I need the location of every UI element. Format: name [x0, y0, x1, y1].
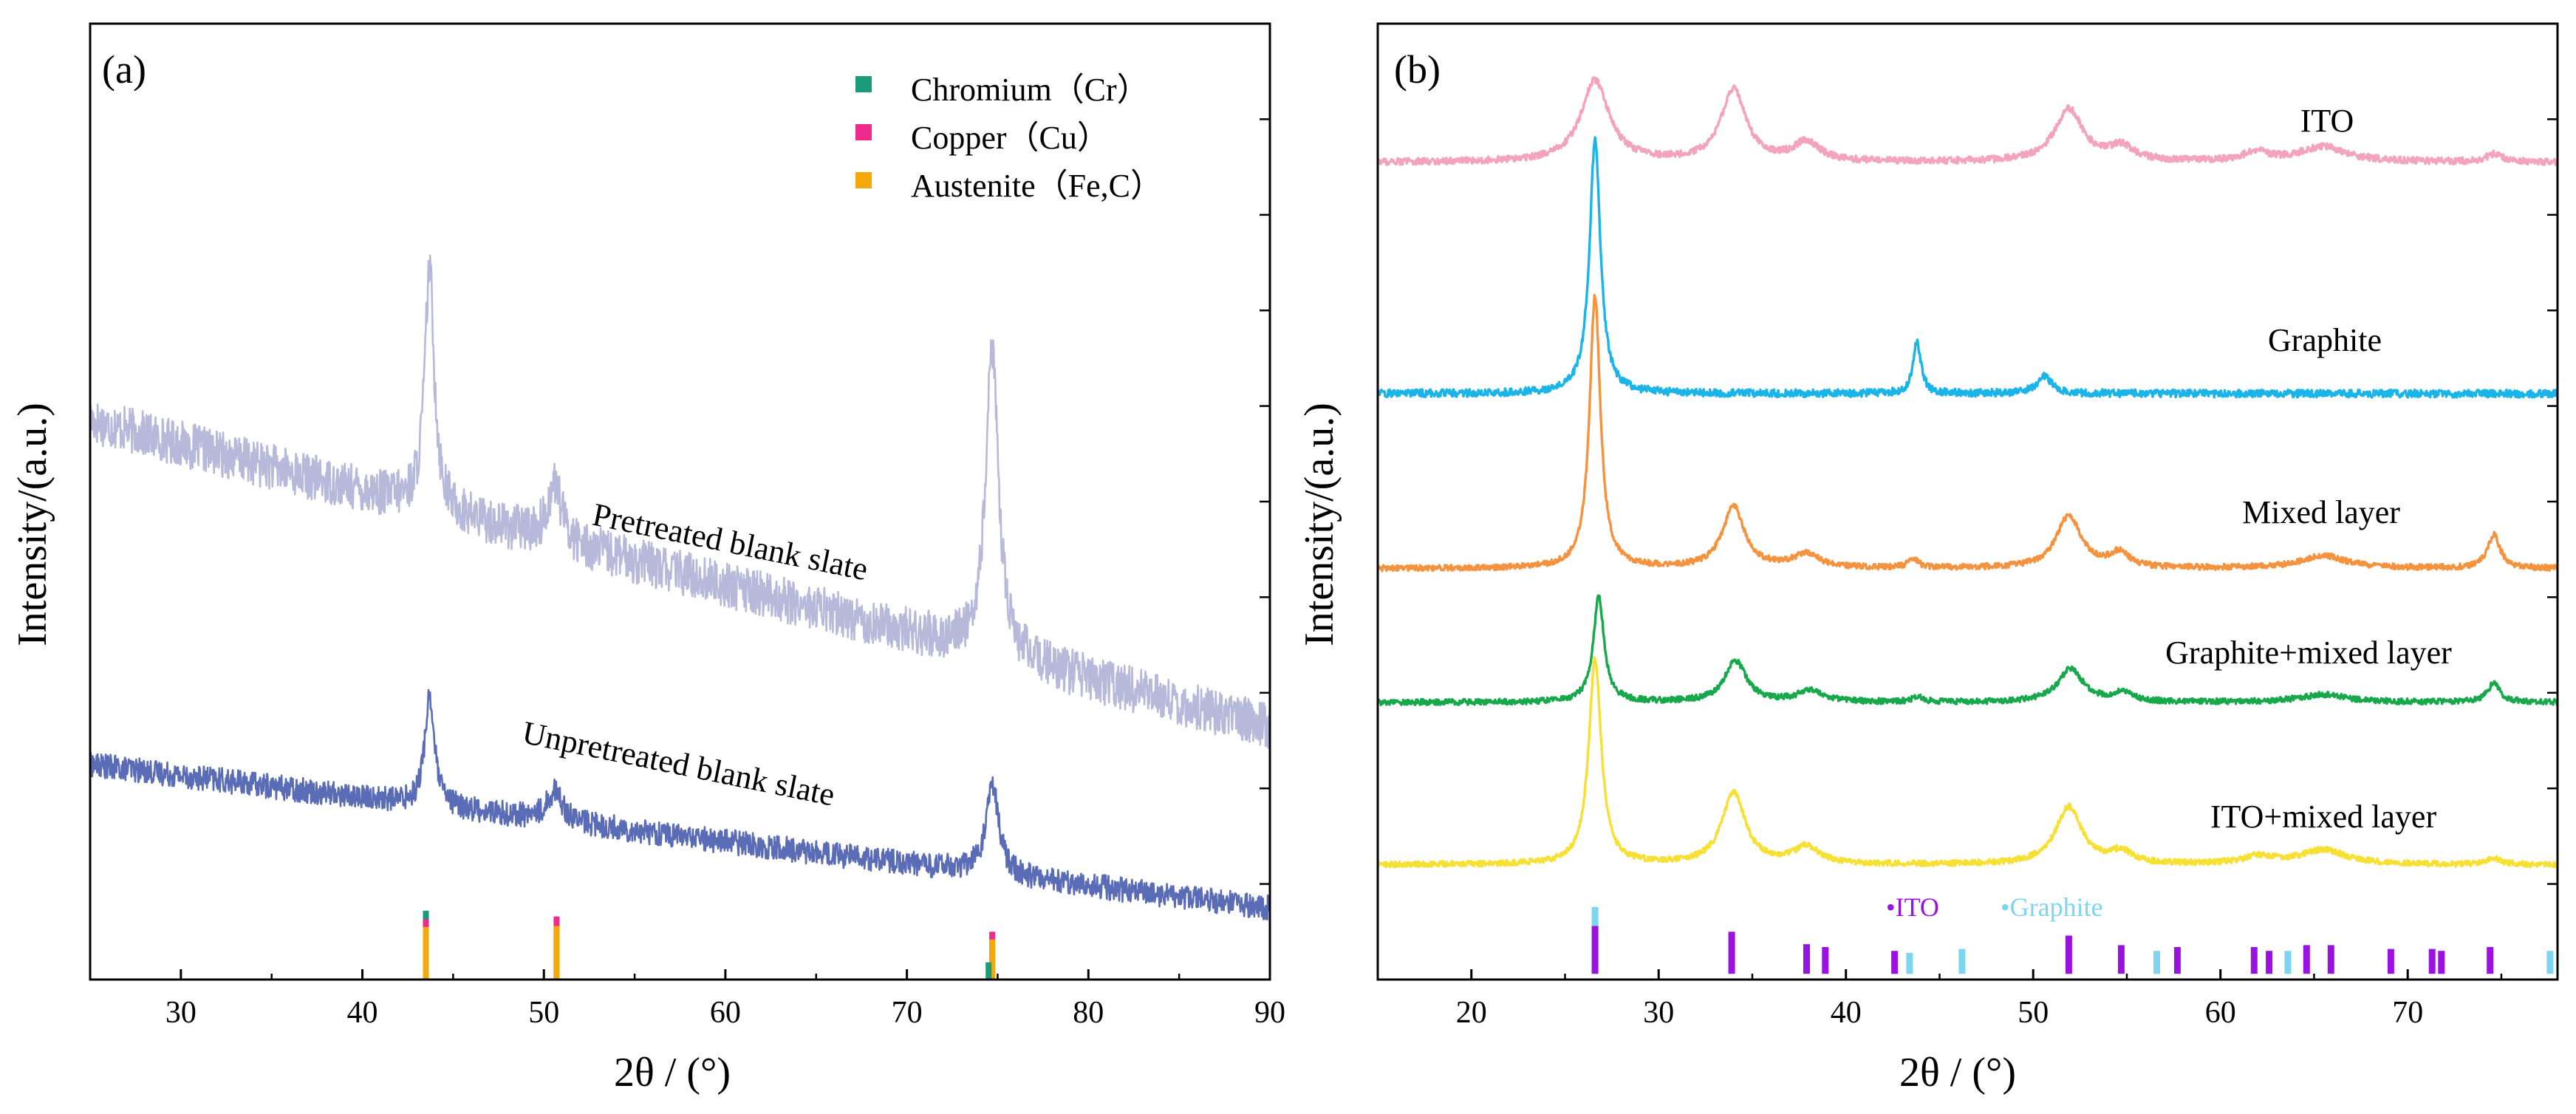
legend-swatch-chromium: [855, 76, 872, 92]
panel-a-reference-bars: [423, 910, 996, 980]
panel-a-y-axis: [1260, 22, 1270, 885]
legend-label-copper: Copper（Cu）: [911, 120, 1110, 156]
reference-marker-ito: [1891, 951, 1899, 974]
reference-marker-ito: [2303, 945, 2310, 974]
reference-marker-ito: [2266, 951, 2273, 974]
reference-marker-ito: [2173, 947, 2181, 974]
series-line-graphite-mixed: [1376, 594, 2559, 706]
reference-marker-ito: [2387, 949, 2394, 974]
x-tick-label: 50: [528, 996, 559, 1030]
x-tick-label: 30: [165, 996, 197, 1030]
panel-a-xlabel: 2θ / (°): [614, 1050, 731, 1096]
reference-marker-ito: [2438, 951, 2445, 974]
reference-marker-graphite: [2284, 951, 2292, 974]
reference-bar-austenite: [553, 926, 560, 980]
curve-label-ito: ITO: [2300, 103, 2354, 139]
panel-b-xlabel: 2θ / (°): [1899, 1050, 2016, 1096]
x-tick-label: 50: [2018, 996, 2049, 1030]
reference-marker-graphite: [1958, 949, 1966, 974]
marker-label-ito: •ITO: [1886, 892, 1939, 922]
reference-marker-ito: [2327, 945, 2334, 974]
x-tick-label: 40: [1831, 996, 1862, 1030]
panel-a-chart: Intensity/(a.u.) 2θ / (°) (a) 30 40 50 60 70…: [10, 22, 1285, 1096]
curve-label-mixed-layer: Mixed layer: [2242, 494, 2400, 530]
reference-marker-ito: [1728, 932, 1735, 974]
panel-b-y-axis: [2547, 22, 2558, 885]
legend-label-chromium: Chromium（Cr）: [911, 72, 1149, 108]
panel-b-ylabel: Intensity/(a.u.): [1296, 403, 1342, 646]
panel-b-reference-markers: [1591, 906, 2554, 974]
x-tick-label: 20: [1456, 996, 1487, 1030]
panel-a-ylabel: Intensity/(a.u.): [10, 403, 55, 646]
marker-label-graphite: •Graphite: [2001, 892, 2103, 922]
reference-bar-austenite: [989, 939, 996, 980]
panel-b-label: (b): [1394, 47, 1441, 92]
series-line-graphite: [1376, 136, 2559, 399]
series-line-pretreated: [89, 254, 1271, 749]
reference-marker-ito: [2250, 947, 2258, 974]
legend-swatch-copper: [855, 124, 872, 140]
x-tick-label: 70: [892, 996, 923, 1030]
reference-marker-ito: [1803, 944, 1810, 974]
reference-marker-ito: [2428, 949, 2436, 974]
panel-a-legend: Chromium（Cr） Copper（Cu） Austenite（Fe,C）: [855, 72, 1163, 204]
curve-label-graphite: Graphite: [2268, 322, 2382, 358]
series-line-ito: [1376, 76, 2559, 166]
legend-swatch-austenite: [855, 172, 872, 188]
reference-marker-ito: [2117, 945, 2125, 974]
panel-a-frame: [89, 22, 1271, 981]
x-tick-label: 90: [1254, 996, 1285, 1030]
reference-bar-austenite: [423, 926, 429, 980]
x-tick-label: 60: [710, 996, 741, 1030]
series-line-mixed-layer: [1376, 293, 2558, 573]
curve-label-ito-mixed: ITO+mixed layer: [2210, 799, 2437, 835]
reference-marker-graphite: [2153, 951, 2160, 974]
reference-marker-graphite: [1906, 952, 1913, 974]
reference-bar-chromium: [985, 962, 992, 980]
x-tick-label: 40: [347, 996, 378, 1030]
curve-label-unpretreated: Unpretreated blank slate: [519, 714, 838, 813]
curve-label-graphite-mixed: Graphite+mixed layer: [2165, 635, 2452, 671]
x-tick-label: 70: [2392, 996, 2423, 1030]
reference-marker-ito: [1591, 926, 1599, 974]
reference-marker-ito: [1822, 947, 1829, 974]
x-tick-label: 80: [1073, 996, 1104, 1030]
reference-marker-ito: [2487, 947, 2494, 974]
x-tick-label: 60: [2205, 996, 2236, 1030]
panel-b-chart: Intensity/(a.u.) 2θ / (°) (b) 20 30 40 50 60…: [1296, 22, 2559, 1096]
panel-a-label: (a): [102, 47, 146, 92]
legend-label-austenite: Austenite（Fe,C）: [911, 168, 1163, 204]
x-tick-label: 30: [1643, 996, 1674, 1030]
panel-b-frame: [1376, 22, 2559, 981]
reference-marker-ito: [2065, 935, 2072, 974]
reference-marker-graphite: [2546, 951, 2554, 974]
series-line-unpretreated: [89, 688, 1271, 921]
panel-a-series-group: [89, 254, 1271, 921]
panel-b-x-axis: 20 30 40 50 60 70: [1376, 969, 2503, 1030]
panel-b-series-group: [1376, 76, 2559, 869]
panel-a-x-axis: 30 40 50 60 70 80 90: [89, 969, 1285, 1030]
series-line-ito-mixed: [1376, 656, 2559, 869]
